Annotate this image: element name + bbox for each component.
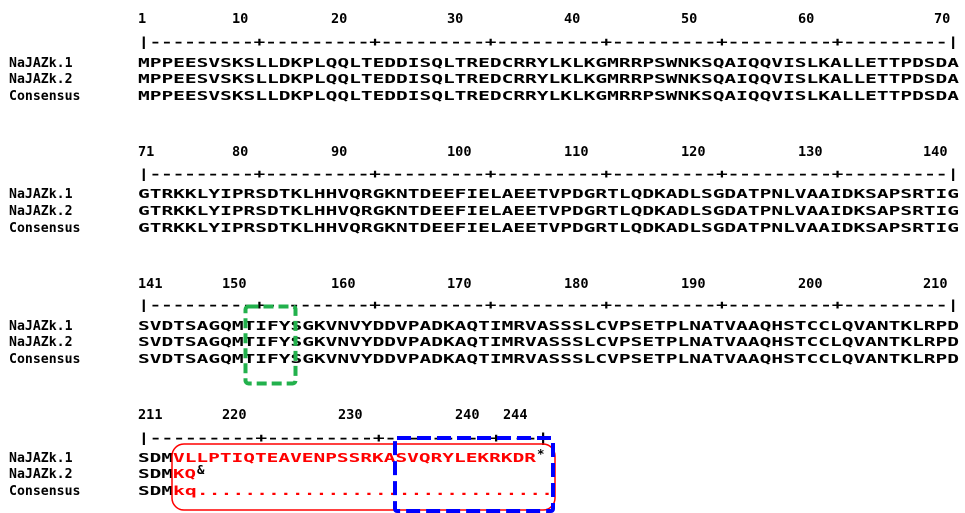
ruler-number: 190 [681, 276, 706, 292]
ruler-number: 230 [338, 407, 363, 423]
sequence-row: SVDTSAGQMTIFYSGKVNVYDDVPADKAQTIMRVASSSLC… [138, 318, 959, 333]
ruler-numbers: 1 10 20 30 40 50 60 70 [138, 11, 950, 27]
sequence-row: GTRKKLYIPRSDTKLHHVQRGKNTDEEFIELAEETVPDGR… [138, 186, 959, 201]
ruler-number: 130 [798, 144, 823, 160]
ruler-number: 50 [681, 11, 697, 27]
consensus-label: Consensus [9, 484, 80, 499]
jas-motif-highlight-box [393, 436, 555, 513]
ruler-numbers: 141 150 160 170 180 190 200 210 [138, 276, 948, 292]
ruler-number: 200 [798, 276, 823, 292]
consensus-row: SVDTSAGQMTIFYSGKVNVYDDVPADKAQTIMRVASSSLC… [138, 351, 959, 366]
ruler-number: 30 [447, 11, 463, 27]
sequence-row-divergent-part: VLLPTIQTEAVENPSSRKASVQRYLEKRKDR [173, 450, 537, 465]
sequence-name: NaJAZk.2 [9, 204, 73, 219]
alignment-block-3: 141 150 160 170 180 190 200 210 |-------… [9, 276, 959, 386]
ruler-line: |---------+---------+---------+---------… [138, 166, 959, 181]
sequence-row: SVDTSAGQMTIFYSGKVNVYDDVPADKAQTIMRVASSSLC… [138, 334, 959, 349]
sequence-name: NaJAZk.2 [9, 467, 73, 482]
sequence-name: NaJAZk.1 [9, 187, 73, 202]
ruler-number: 244 [503, 407, 528, 423]
ruler-numbers: 71 80 90 100 110 120 130 140 [138, 144, 948, 160]
ruler-number: 140 [923, 144, 948, 160]
ruler-number: 120 [681, 144, 706, 160]
ruler-number: 211 [138, 407, 163, 423]
ruler-number: 1 [138, 11, 146, 27]
ruler-number: 40 [564, 11, 580, 27]
consensus-row: GTRKKLYIPRSDTKLHHVQRGKNTDEEFIELAEETVPDGR… [138, 220, 959, 235]
consensus-label: Consensus [9, 352, 80, 367]
consensus-row-divergent-part: kq.............................. [173, 483, 553, 498]
ruler-number: 110 [564, 144, 589, 160]
ruler-number: 141 [138, 276, 163, 292]
ruler-number: 80 [232, 144, 248, 160]
sequence-name: NaJAZk.2 [9, 335, 73, 350]
ruler-number: 10 [232, 11, 248, 27]
ampersand-marker: & [197, 462, 205, 477]
ruler-number: 60 [798, 11, 814, 27]
ruler-number: 170 [447, 276, 472, 292]
consensus-row-matching-part: SDM [138, 483, 173, 498]
ruler-number: 150 [222, 276, 247, 292]
ruler-number: 180 [564, 276, 589, 292]
sequence-row-matching-part: SDM [138, 450, 173, 465]
ruler-line: |---------+---------+---------+---| [138, 430, 549, 445]
consensus-row: MPPEESVSKSLLDKPLQQLTEDDISQLTREDCRRYLKLKG… [138, 88, 960, 103]
ruler-number: 70 [934, 11, 950, 27]
ruler-number: 240 [455, 407, 480, 423]
stop-codon-marker: * [537, 446, 544, 461]
sequence-name: NaJAZk.1 [9, 56, 73, 71]
alignment-block-2: 71 80 90 100 110 120 130 140 |---------+… [9, 144, 959, 236]
ruler-number: 220 [222, 407, 247, 423]
consensus-label: Consensus [9, 221, 80, 236]
sequence-row: MPPEESVSKSLLDKPLQQLTEDDISQLTREDCRRYLKLKG… [138, 55, 960, 70]
sequence-name: NaJAZk.1 [9, 319, 73, 334]
sequence-row-divergent-part: KQ [173, 466, 196, 481]
sequence-name: NaJAZk.1 [9, 451, 73, 466]
ruler-number: 71 [138, 144, 154, 160]
ruler-line: |---------+---------+---------+---------… [138, 297, 959, 312]
alignment-block-4: 211 220 230 240 244 |---------+---------… [9, 407, 556, 513]
ruler-line: |---------+---------+---------+---------… [138, 34, 959, 49]
ruler-number: 100 [447, 144, 472, 160]
sequence-row: MPPEESVSKSLLDKPLQQLTEDDISQLTREDCRRYLKLKG… [138, 71, 960, 86]
ruler-number: 20 [331, 11, 347, 27]
ruler-numbers: 211 220 230 240 244 [138, 407, 528, 423]
tify-motif-highlight-box [243, 304, 298, 386]
alignment-block-1: 1 10 20 30 40 50 60 70 |---------+------… [9, 11, 960, 104]
sequence-row-matching-part: SDM [138, 466, 173, 481]
sequence-row: GTRKKLYIPRSDTKLHHVQRGKNTDEEFIELAEETVPDGR… [138, 203, 959, 218]
ruler-number: 90 [331, 144, 347, 160]
ruler-number: 160 [331, 276, 356, 292]
sequence-name: NaJAZk.2 [9, 72, 73, 87]
ruler-number: 210 [923, 276, 948, 292]
consensus-label: Consensus [9, 89, 80, 104]
